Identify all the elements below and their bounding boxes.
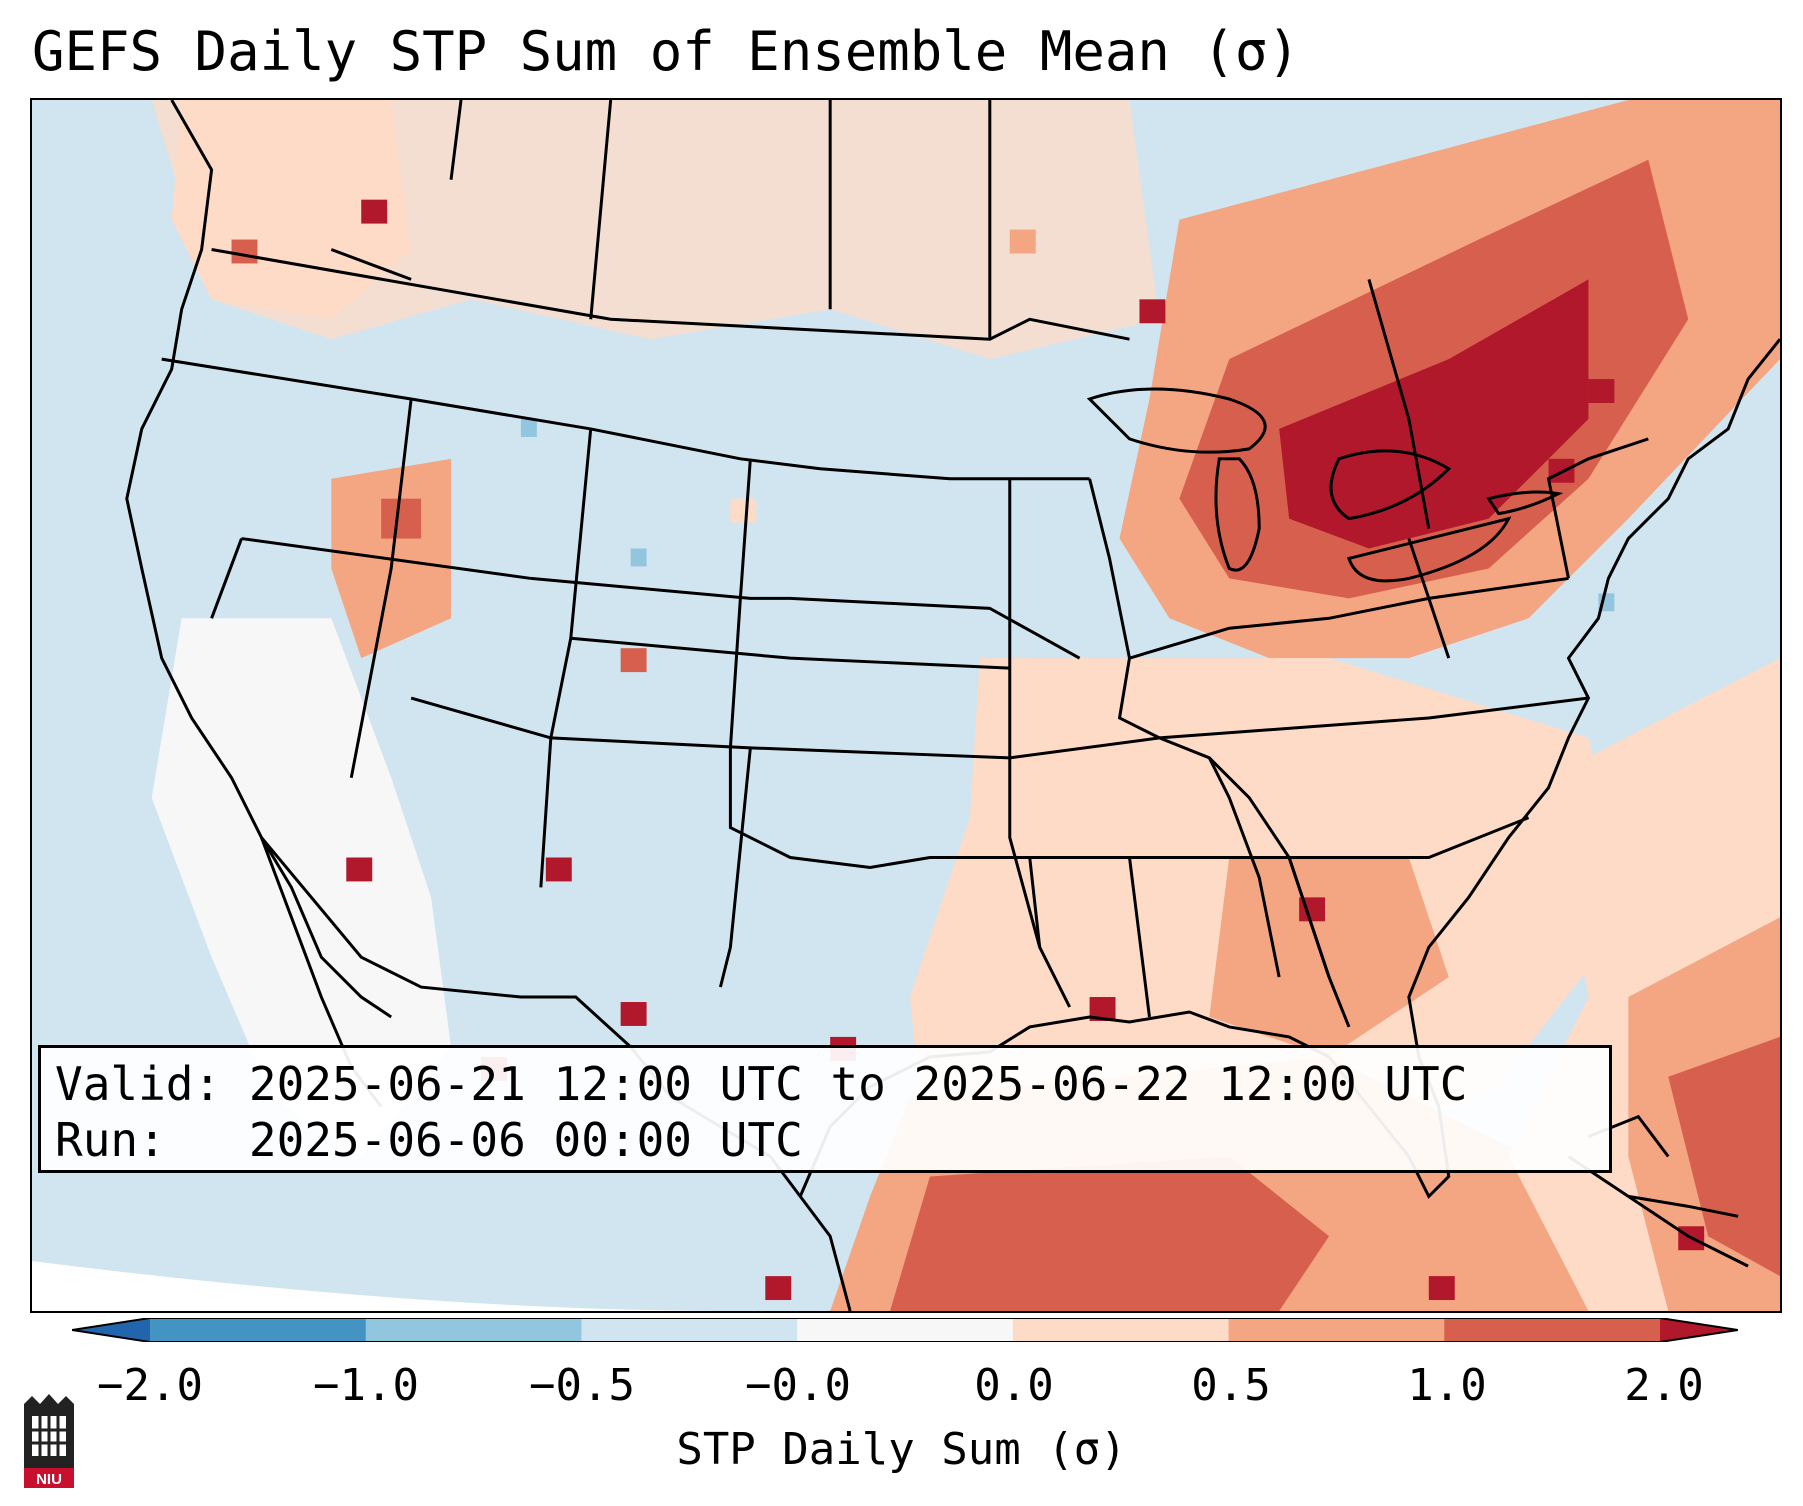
colorbar-tick-label: 0.0 xyxy=(974,1360,1054,1411)
colorbar-tick-label: −1.0 xyxy=(313,1360,419,1411)
projection-edge xyxy=(32,1261,731,1311)
political-boundaries xyxy=(125,100,1780,1311)
figure-title: GEFS Daily STP Sum of Ensemble Mean (σ) xyxy=(32,20,1300,83)
colorbar-over-arrow xyxy=(1660,1318,1738,1342)
colorbar-tick-label: −0.5 xyxy=(529,1360,635,1411)
niu-logo: NIU xyxy=(24,1394,74,1488)
colorbar-tick-label: −0.0 xyxy=(745,1360,851,1411)
colorbar-bin xyxy=(365,1318,582,1342)
colorbar-bin xyxy=(797,1318,1014,1342)
valid-time-range: 2025-06-21 12:00 UTC to 2025-06-22 12:00… xyxy=(248,1057,1468,1111)
anomaly-cells xyxy=(231,199,1705,1301)
colorbar-bin xyxy=(581,1318,798,1342)
valid-run-info-box: Valid: 2025-06-21 12:00 UTC to 2025-06-2… xyxy=(38,1045,1612,1173)
colorbar-tick-label: −2.0 xyxy=(97,1360,203,1411)
colorbar-bin xyxy=(1012,1318,1230,1342)
colorbar xyxy=(72,1318,1738,1342)
run-time: 2025-06-06 00:00 UTC xyxy=(248,1113,803,1167)
colorbar-tick-label: 0.5 xyxy=(1191,1360,1271,1411)
niu-logo-text: NIU xyxy=(36,1471,62,1488)
colorbar-tick-label: 1.0 xyxy=(1407,1360,1487,1411)
run-label: Run: xyxy=(55,1113,166,1167)
valid-label: Valid: xyxy=(55,1057,222,1111)
colorbar-bins xyxy=(150,1318,1661,1342)
colorbar-tick-label: 2.0 xyxy=(1624,1360,1704,1411)
colorbar-under-arrow xyxy=(72,1318,150,1342)
colorbar-label: STP Daily Sum (σ) xyxy=(676,1424,1127,1475)
colorbar-bin xyxy=(150,1318,367,1342)
colorbar-bin xyxy=(1228,1318,1445,1342)
niu-logo-band xyxy=(24,1468,74,1488)
colorbar-bin xyxy=(1444,1318,1661,1342)
